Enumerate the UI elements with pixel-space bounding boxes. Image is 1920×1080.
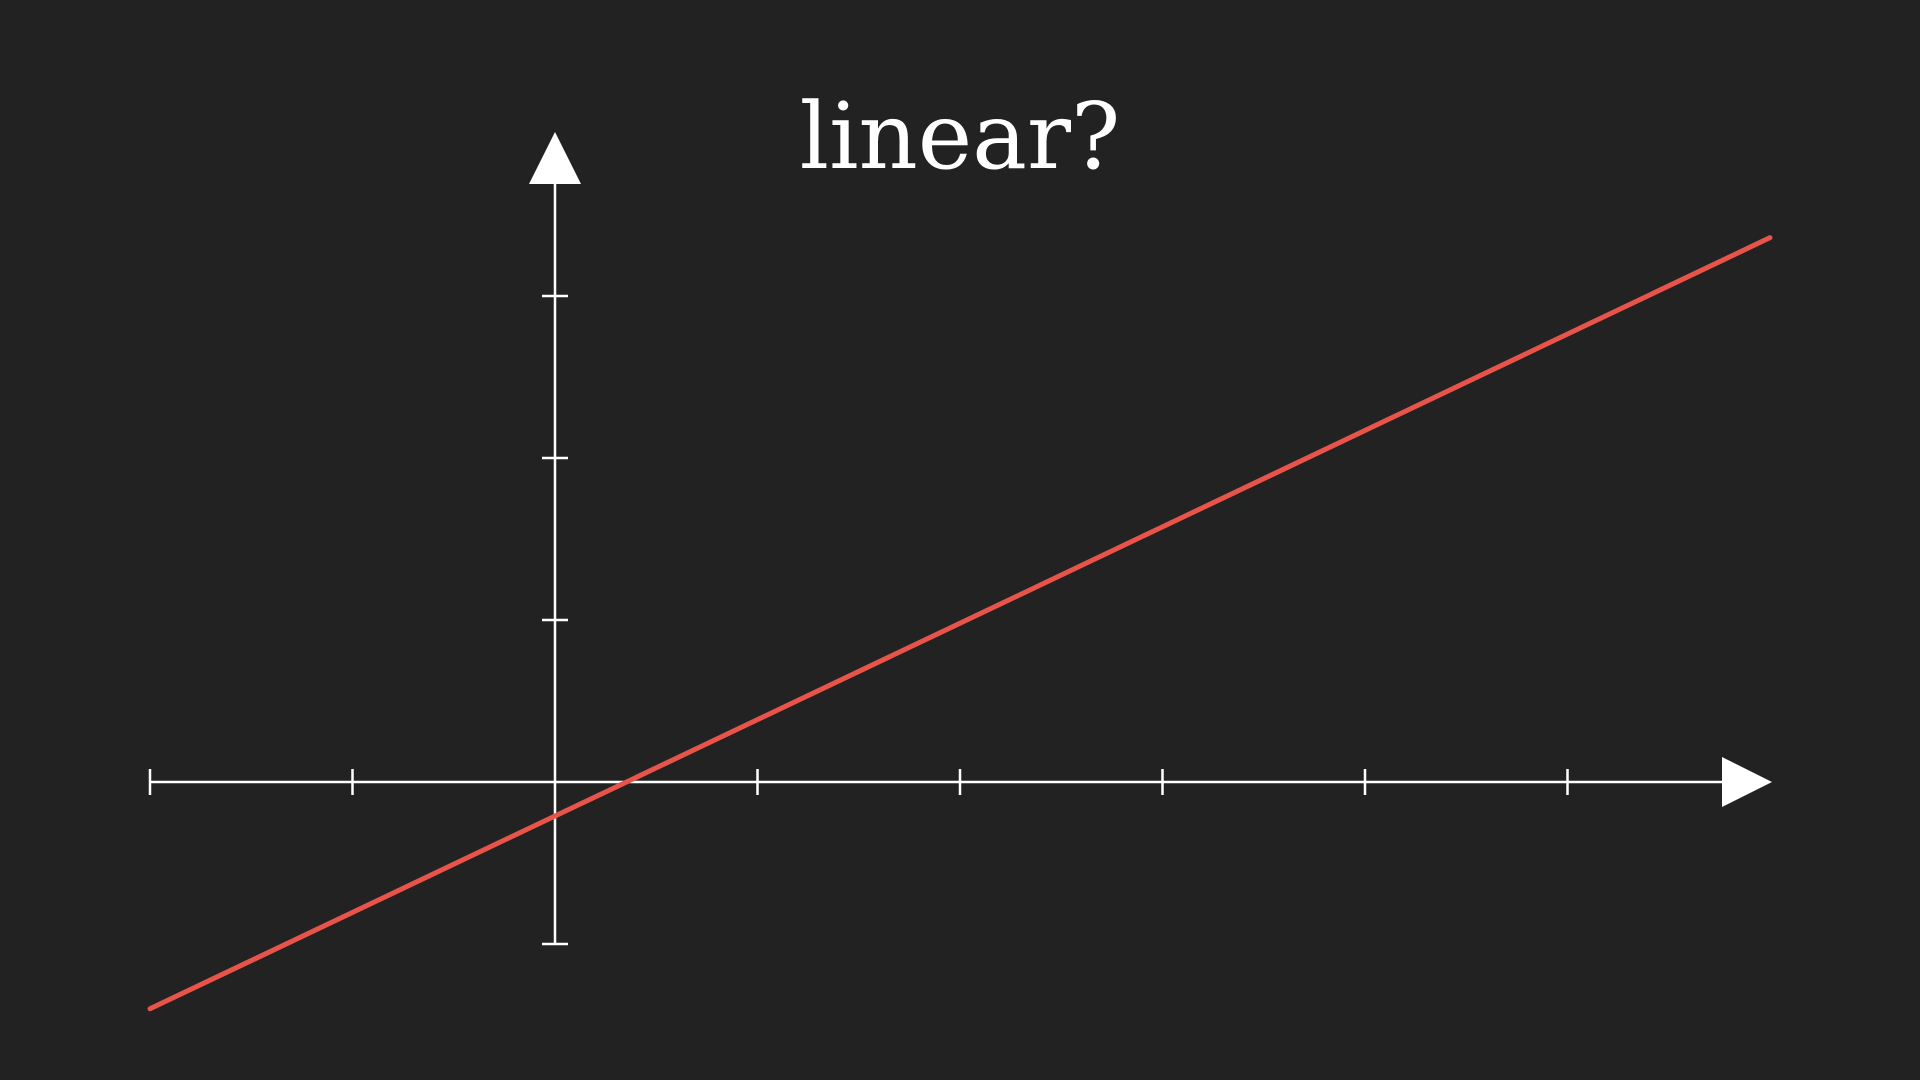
series-layer <box>147 235 1773 1012</box>
y-axis-arrowhead <box>529 132 581 184</box>
series-line <box>147 235 1773 1012</box>
chart-title: linear? <box>800 83 1121 190</box>
x-axis-arrowhead <box>1722 757 1772 807</box>
